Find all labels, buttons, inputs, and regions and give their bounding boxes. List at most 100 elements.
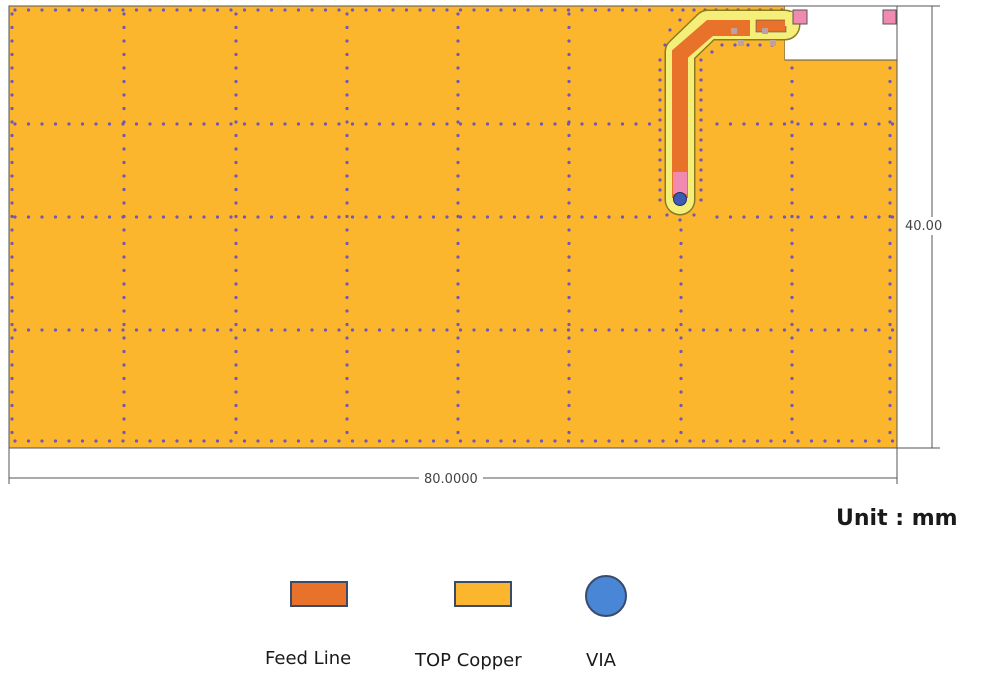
via-stitch-dot — [175, 122, 179, 126]
via-stitch-dot — [404, 328, 409, 332]
via-stitch-dot — [456, 106, 460, 111]
via-stitch-dot — [256, 328, 260, 332]
via-stitch-dot — [553, 122, 557, 126]
via-stitch-dot — [888, 160, 892, 165]
via-stitch-dot — [679, 376, 683, 381]
via-stitch-dot — [472, 439, 476, 443]
via-stitch-dot — [580, 8, 584, 12]
via-stitch-dot — [445, 8, 449, 12]
via-stitch-dot — [256, 215, 260, 219]
via-stitch-dot — [512, 215, 517, 219]
via-stitch-dot — [10, 336, 14, 340]
via-stitch-dot — [234, 160, 238, 165]
via-stitch-dot — [10, 255, 14, 259]
via-stitch-dot — [888, 417, 892, 421]
via-stitch-dot — [377, 122, 382, 126]
via-stitch-dot — [229, 122, 233, 126]
via-stitch-dot — [456, 147, 460, 151]
via-stitch-dot — [888, 174, 892, 178]
via-stitch-dot — [456, 133, 460, 138]
via-stitch-dot — [364, 8, 368, 12]
via-stitch-dot — [345, 120, 349, 124]
via-stitch-dot — [742, 439, 746, 443]
via-stitch-dot — [567, 93, 571, 97]
via-stitch-dot — [188, 8, 193, 12]
via-stitch-dot — [567, 12, 571, 16]
via-stitch-dot — [567, 66, 571, 70]
via-stitch-dot — [229, 328, 233, 332]
via-stitch-dot — [742, 328, 746, 332]
via-stitch-dot — [345, 93, 349, 97]
via-stitch-dot — [567, 39, 571, 43]
via-stitch-dot — [234, 403, 238, 408]
via-stitch-dot — [242, 439, 247, 443]
via-stitch-dot — [242, 122, 247, 126]
via-stitch-dot — [13, 328, 17, 332]
via-stitch-dot — [679, 228, 683, 232]
via-stitch-dot — [122, 390, 126, 394]
via-stitch-dot — [567, 322, 571, 327]
via-stitch-dot — [790, 336, 794, 340]
via-stitch-dot — [94, 328, 98, 332]
via-stitch-dot — [10, 120, 14, 124]
via-stitch-dot — [679, 336, 683, 340]
via-stitch-dot — [234, 12, 238, 16]
via-stitch-dot — [80, 328, 85, 332]
via-stitch-dot — [10, 147, 14, 151]
via-stitch-dot — [567, 349, 571, 354]
via-stitch-dot — [567, 282, 571, 286]
via-stitch-dot — [234, 201, 238, 205]
via-stitch-dot — [121, 439, 125, 443]
via-stitch-dot — [499, 439, 503, 443]
via-stitch-dot — [755, 122, 760, 126]
height-label-bg — [904, 217, 944, 235]
via-stitch-dot — [888, 93, 892, 97]
via-stitch-dot — [148, 439, 152, 443]
via-stitch-dot — [234, 295, 238, 300]
via-stitch-dot — [888, 309, 892, 313]
legend-top-copper-swatch — [454, 581, 512, 607]
via-stitch-dot — [256, 439, 260, 443]
via-stitch-dot — [345, 430, 349, 435]
via-stitch-dot — [790, 106, 794, 111]
stub-pad — [770, 40, 776, 46]
via-stitch-dot — [345, 25, 349, 30]
via-stitch-dot — [458, 215, 463, 219]
legend-feed-line-swatch — [290, 581, 348, 607]
via-stitch-dot — [679, 430, 683, 435]
via-stitch-dot — [679, 322, 683, 327]
via-stitch-dot — [567, 363, 571, 367]
via-stitch-dot — [620, 122, 625, 126]
via-stitch-dot — [122, 349, 126, 354]
via-stitch-dot — [539, 215, 544, 219]
via-stitch-dot — [148, 215, 152, 219]
via-stitch-dot — [10, 417, 14, 421]
via-stitch-dot — [566, 439, 571, 443]
via-stitch-dot — [456, 309, 460, 313]
via-stitch-dot — [234, 106, 238, 111]
via-stitch-dot — [10, 93, 14, 97]
via-stitch-dot — [40, 439, 44, 443]
via-stitch-dot — [553, 439, 557, 443]
via-stitch-dot — [269, 215, 274, 219]
via-stitch-dot — [345, 39, 349, 43]
via-stitch-dot — [80, 8, 85, 12]
via-stitch-dot — [472, 328, 476, 332]
via-stitch-dot — [790, 349, 794, 354]
via-stitch-dot — [634, 439, 638, 443]
via-stitch-dot — [337, 8, 341, 12]
via-stitch-dot — [122, 282, 126, 286]
stub-pad — [762, 28, 768, 34]
via-stitch-dot — [661, 439, 665, 443]
via-stitch-dot — [823, 328, 827, 332]
via-stitch-dot — [593, 215, 598, 219]
via-stitch-dot — [122, 403, 126, 408]
via-stitch-dot — [456, 282, 460, 286]
via-stitch-dot — [456, 336, 460, 340]
via-stitch-dot — [836, 122, 841, 126]
via-stitch-dot — [485, 122, 490, 126]
legend-feed-line-label: Feed Line — [265, 648, 352, 669]
via-stitch-dot — [234, 187, 238, 192]
via-stitch-dot — [456, 214, 460, 219]
via-stitch-dot — [742, 122, 746, 126]
